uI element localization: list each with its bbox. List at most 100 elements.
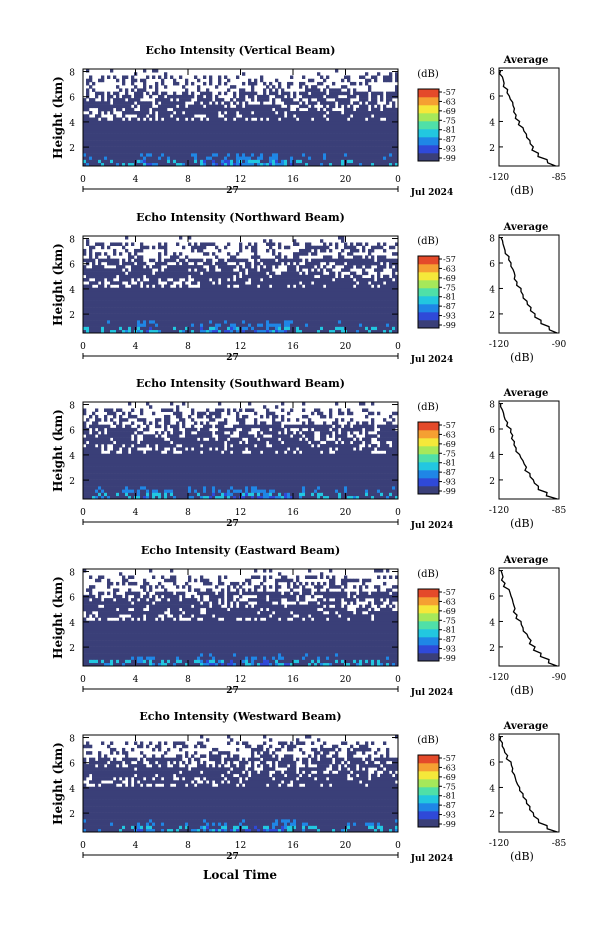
heatmap-cell bbox=[182, 98, 185, 102]
heatmap-cell bbox=[221, 297, 224, 301]
heatmap-cell bbox=[113, 156, 116, 160]
heatmap-cell bbox=[182, 160, 185, 164]
heatmap-cell bbox=[266, 278, 269, 282]
heatmap-cell bbox=[203, 272, 206, 276]
heatmap-cell bbox=[320, 75, 323, 79]
heatmap-cell bbox=[158, 118, 161, 122]
heatmap-cell bbox=[248, 108, 251, 112]
heatmap-cell bbox=[299, 111, 302, 115]
heatmap-cell bbox=[341, 291, 344, 295]
heatmap-cell bbox=[146, 288, 149, 292]
heatmap-cell bbox=[377, 294, 380, 298]
heatmap-cell bbox=[242, 130, 245, 134]
heatmap-cell bbox=[263, 88, 266, 92]
heatmap-cell bbox=[221, 327, 224, 331]
heatmap-cell bbox=[221, 288, 224, 292]
heatmap-cell bbox=[329, 291, 332, 295]
heatmap-cell bbox=[134, 291, 137, 295]
heatmap-cell bbox=[113, 114, 116, 118]
heatmap-cell bbox=[263, 95, 266, 99]
heatmap-cell bbox=[341, 327, 344, 331]
heatmap-cell bbox=[227, 79, 230, 83]
heatmap-cell bbox=[371, 288, 374, 292]
heatmap-cell bbox=[365, 255, 368, 259]
heatmap-cell bbox=[203, 291, 206, 295]
heatmap-cell bbox=[98, 140, 101, 144]
heatmap-cell bbox=[209, 268, 212, 272]
heatmap-cell bbox=[179, 130, 182, 134]
heatmap-cell bbox=[371, 310, 374, 314]
heatmap-cell bbox=[323, 134, 326, 138]
heatmap-cell bbox=[275, 310, 278, 314]
heatmap-cell bbox=[311, 314, 314, 318]
heatmap-cell bbox=[254, 265, 257, 269]
heatmap-cell bbox=[272, 278, 275, 282]
heatmap-cell bbox=[353, 88, 356, 92]
heatmap-cell bbox=[284, 153, 287, 157]
heatmap-cell bbox=[266, 249, 269, 253]
heatmap-cell bbox=[212, 297, 215, 301]
heatmap-cell bbox=[167, 156, 170, 160]
heatmap-cell bbox=[266, 304, 269, 308]
heatmap-cell bbox=[203, 92, 206, 96]
heatmap-cell bbox=[272, 314, 275, 318]
heatmap-cell bbox=[248, 105, 251, 109]
heatmap-cell bbox=[314, 160, 317, 164]
heatmap-cell bbox=[227, 294, 230, 298]
heatmap-cell bbox=[374, 327, 377, 331]
heatmap-cell bbox=[371, 101, 374, 105]
heatmap-cell bbox=[119, 134, 122, 138]
heatmap-cell bbox=[266, 130, 269, 134]
heatmap-cell bbox=[308, 301, 311, 305]
heatmap-cell bbox=[89, 275, 92, 279]
heatmap-cell bbox=[236, 140, 239, 144]
heatmap-cell bbox=[299, 150, 302, 154]
heatmap-cell bbox=[386, 150, 389, 154]
heatmap-cell bbox=[134, 153, 137, 157]
heatmap-cell bbox=[275, 140, 278, 144]
heatmap-cell bbox=[308, 242, 311, 246]
heatmap-cell bbox=[368, 156, 371, 160]
heatmap-cell bbox=[173, 294, 176, 298]
heatmap-cell bbox=[374, 304, 377, 308]
heatmap-cell bbox=[245, 114, 248, 118]
heatmap-cell bbox=[128, 291, 131, 295]
heatmap-cell bbox=[134, 98, 137, 102]
heatmap-cell bbox=[158, 156, 161, 160]
heatmap-cell bbox=[269, 317, 272, 321]
heatmap-cell bbox=[275, 108, 278, 112]
heatmap-cell bbox=[305, 160, 308, 164]
heatmap-cell bbox=[380, 127, 383, 131]
heatmap-cell bbox=[164, 85, 167, 89]
heatmap-cell bbox=[119, 160, 122, 164]
heatmap-cell bbox=[362, 317, 365, 321]
heatmap-cell bbox=[371, 137, 374, 141]
heatmap-cell bbox=[380, 301, 383, 305]
heatmap-cell bbox=[206, 285, 209, 289]
heatmap-cell bbox=[209, 150, 212, 154]
heatmap-cell bbox=[257, 143, 260, 147]
heatmap-cell bbox=[137, 88, 140, 92]
heatmap-cell bbox=[245, 278, 248, 282]
heatmap-cell bbox=[143, 317, 146, 321]
heatmap-cell bbox=[338, 140, 341, 144]
heatmap-cell bbox=[257, 323, 260, 327]
heatmap-cell bbox=[383, 294, 386, 298]
heatmap-cell bbox=[107, 130, 110, 134]
heatmap-cell bbox=[269, 304, 272, 308]
heatmap-cell bbox=[128, 314, 131, 318]
heatmap-cell bbox=[359, 327, 362, 331]
heatmap-cell bbox=[227, 127, 230, 131]
heatmap-cell bbox=[155, 137, 158, 141]
heatmap-cell bbox=[260, 288, 263, 292]
heatmap-cell bbox=[371, 147, 374, 151]
heatmap-cell bbox=[158, 268, 161, 272]
heatmap-cell bbox=[218, 79, 221, 83]
heatmap-cell bbox=[107, 75, 110, 79]
heatmap-cell bbox=[248, 143, 251, 147]
heatmap-cell bbox=[344, 124, 347, 128]
heatmap-cell bbox=[215, 246, 218, 250]
heatmap-cell bbox=[206, 95, 209, 99]
heatmap-cell bbox=[317, 307, 320, 311]
heatmap-cell bbox=[278, 121, 281, 125]
